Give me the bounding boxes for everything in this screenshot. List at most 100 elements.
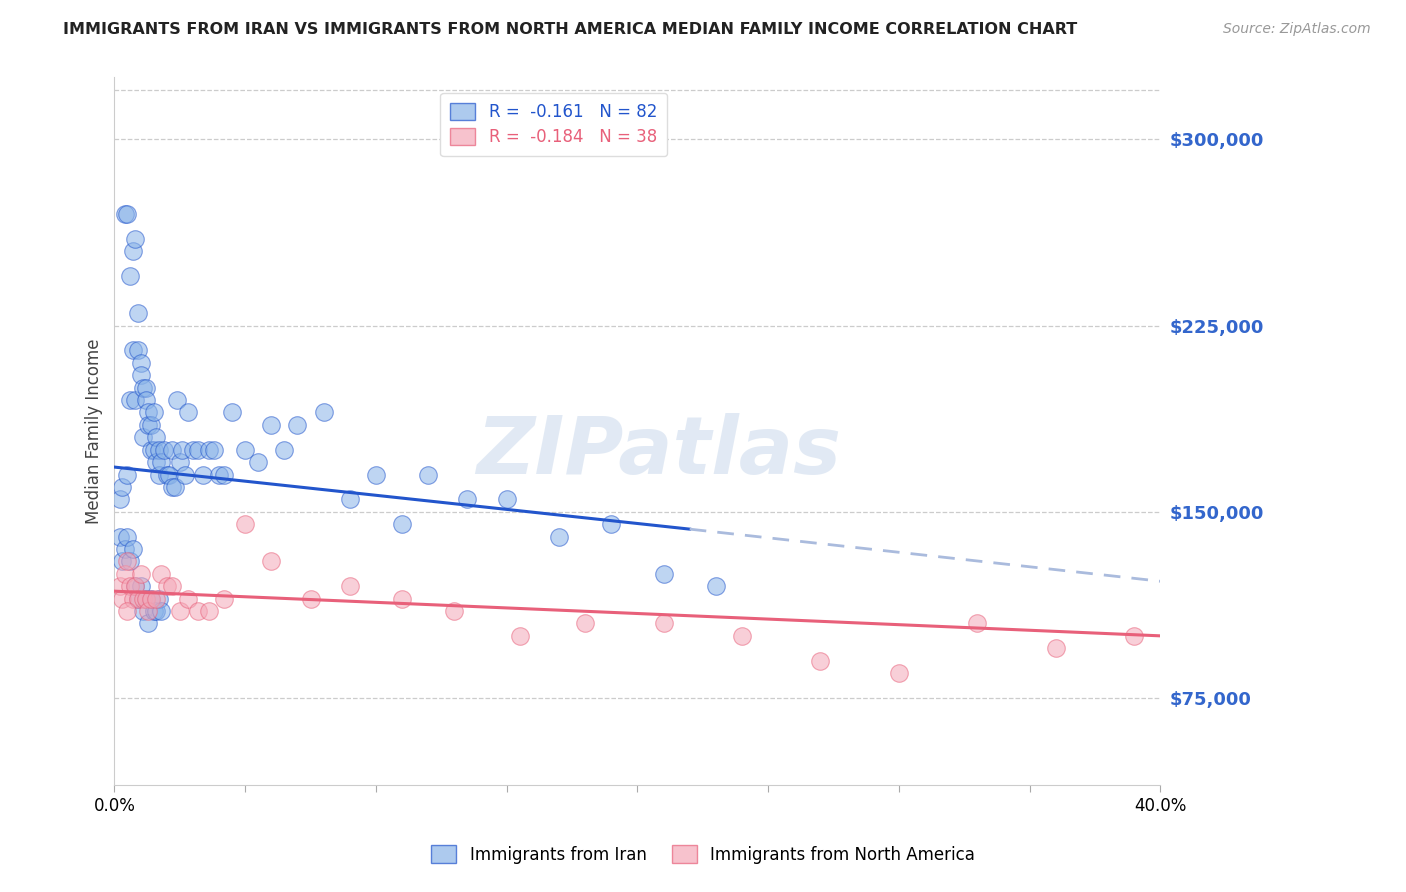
- Y-axis label: Median Family Income: Median Family Income: [86, 338, 103, 524]
- Point: [148, 591, 170, 606]
- Point: [111, 591, 134, 606]
- Point: [495, 492, 517, 507]
- Point: [127, 343, 149, 358]
- Point: [150, 604, 173, 618]
- Point: [312, 405, 335, 419]
- Point: [129, 566, 152, 581]
- Point: [132, 381, 155, 395]
- Point: [117, 604, 139, 618]
- Point: [163, 480, 186, 494]
- Point: [652, 566, 675, 581]
- Point: [120, 579, 142, 593]
- Point: [111, 480, 134, 494]
- Point: [121, 541, 143, 556]
- Point: [169, 604, 191, 618]
- Point: [443, 604, 465, 618]
- Point: [172, 442, 194, 457]
- Point: [142, 442, 165, 457]
- Point: [299, 591, 322, 606]
- Point: [132, 591, 155, 606]
- Point: [142, 604, 165, 618]
- Point: [181, 442, 204, 457]
- Point: [145, 455, 167, 469]
- Point: [202, 442, 225, 457]
- Point: [127, 591, 149, 606]
- Point: [132, 604, 155, 618]
- Point: [160, 579, 183, 593]
- Point: [139, 591, 162, 606]
- Point: [139, 442, 162, 457]
- Point: [339, 492, 361, 507]
- Point: [129, 368, 152, 383]
- Point: [456, 492, 478, 507]
- Point: [145, 430, 167, 444]
- Point: [260, 417, 283, 432]
- Point: [704, 579, 727, 593]
- Point: [233, 517, 256, 532]
- Point: [135, 591, 157, 606]
- Point: [156, 467, 179, 482]
- Point: [391, 591, 413, 606]
- Point: [127, 591, 149, 606]
- Point: [260, 554, 283, 568]
- Point: [150, 455, 173, 469]
- Point: [212, 467, 235, 482]
- Point: [111, 554, 134, 568]
- Point: [148, 467, 170, 482]
- Point: [120, 393, 142, 408]
- Point: [150, 566, 173, 581]
- Point: [108, 579, 131, 593]
- Point: [117, 467, 139, 482]
- Point: [129, 356, 152, 370]
- Point: [120, 268, 142, 283]
- Point: [509, 629, 531, 643]
- Point: [139, 591, 162, 606]
- Point: [135, 591, 157, 606]
- Point: [176, 591, 198, 606]
- Point: [139, 417, 162, 432]
- Text: IMMIGRANTS FROM IRAN VS IMMIGRANTS FROM NORTH AMERICA MEDIAN FAMILY INCOME CORRE: IMMIGRANTS FROM IRAN VS IMMIGRANTS FROM …: [63, 22, 1077, 37]
- Point: [124, 393, 146, 408]
- Point: [233, 442, 256, 457]
- Point: [138, 616, 160, 631]
- Point: [114, 207, 136, 221]
- Point: [273, 442, 295, 457]
- Point: [114, 541, 136, 556]
- Point: [124, 579, 146, 593]
- Point: [887, 666, 910, 681]
- Point: [156, 579, 179, 593]
- Point: [117, 554, 139, 568]
- Point: [142, 405, 165, 419]
- Point: [135, 381, 157, 395]
- Legend: Immigrants from Iran, Immigrants from North America: Immigrants from Iran, Immigrants from No…: [425, 838, 981, 871]
- Point: [129, 579, 152, 593]
- Point: [117, 530, 139, 544]
- Point: [287, 417, 309, 432]
- Point: [121, 591, 143, 606]
- Point: [138, 417, 160, 432]
- Point: [193, 467, 215, 482]
- Point: [108, 530, 131, 544]
- Point: [166, 393, 188, 408]
- Point: [966, 616, 988, 631]
- Point: [1123, 629, 1146, 643]
- Point: [114, 566, 136, 581]
- Point: [187, 604, 209, 618]
- Point: [600, 517, 623, 532]
- Point: [1045, 641, 1067, 656]
- Point: [174, 467, 197, 482]
- Point: [132, 430, 155, 444]
- Point: [212, 591, 235, 606]
- Point: [810, 654, 832, 668]
- Point: [121, 244, 143, 259]
- Point: [148, 442, 170, 457]
- Point: [247, 455, 270, 469]
- Point: [127, 306, 149, 320]
- Point: [418, 467, 440, 482]
- Point: [138, 405, 160, 419]
- Point: [574, 616, 596, 631]
- Point: [731, 629, 754, 643]
- Point: [187, 442, 209, 457]
- Legend: R =  -0.161   N = 82, R =  -0.184   N = 38: R = -0.161 N = 82, R = -0.184 N = 38: [440, 93, 666, 156]
- Point: [120, 554, 142, 568]
